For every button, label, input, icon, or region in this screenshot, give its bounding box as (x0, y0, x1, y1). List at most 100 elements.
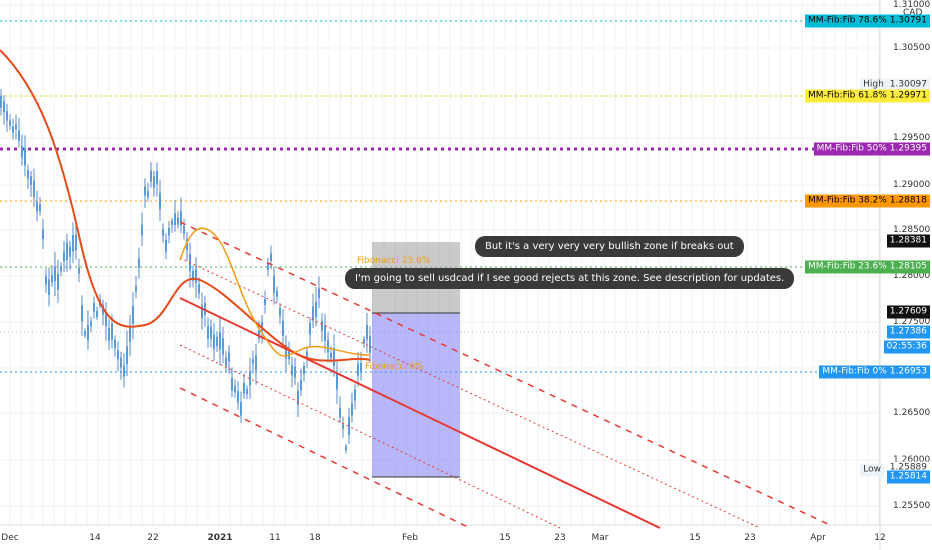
fib-price: 1.29971 (889, 90, 927, 101)
date-tick: 22 (147, 533, 159, 543)
date-tick: 18 (309, 533, 321, 543)
price-tick: 1.25500 (893, 501, 931, 511)
low-label: Low (860, 463, 884, 477)
candle-body (291, 365, 293, 376)
candle-body (354, 389, 356, 401)
candle-body (78, 267, 80, 274)
target-badge: 1.28381 (886, 234, 930, 248)
candle-body (366, 324, 368, 340)
candle-body (225, 357, 227, 367)
fib-name: MM-Fib:Fib 78.6% (808, 15, 887, 26)
fib-price: 1.29395 (889, 143, 927, 154)
countdown-badge: 02:55:36 (883, 340, 930, 354)
candle-body (138, 258, 140, 268)
candle-body (357, 363, 359, 376)
candle-body (195, 268, 197, 284)
candle-body (66, 242, 68, 261)
fib-badge: MM-Fib:Fib 78.6% 1.30791 (805, 14, 930, 28)
candle-body (132, 305, 134, 324)
fib-badge: MM-Fib:Fib 38.2% 1.28818 (805, 194, 930, 208)
candle-body (249, 371, 251, 386)
candle-body (75, 234, 77, 251)
candle-body (258, 330, 260, 339)
price-tick: 1.30500 (893, 43, 931, 53)
candle-body (30, 176, 32, 185)
candle-body (54, 266, 56, 282)
currency-label: CAD (903, 8, 923, 18)
price-tick: 1.28500 (893, 225, 931, 235)
candle-body (339, 407, 341, 418)
candle-body (159, 192, 161, 210)
price-tick: 1.27500 (893, 317, 931, 327)
candle-body (228, 352, 230, 362)
candle-body (153, 176, 155, 188)
candle-body (0, 95, 2, 108)
candle-body (333, 348, 335, 366)
candle-body (123, 365, 125, 377)
fib-name: MM-Fib:Fib 0% (822, 366, 887, 377)
fib-badge: MM-Fib:Fib 50% 1.29395 (813, 142, 930, 156)
candle-body (327, 339, 329, 353)
fib-name: MM-Fib:Fib 50% (816, 143, 887, 154)
candle-body (3, 101, 5, 113)
candle-body (279, 307, 281, 317)
candle-body (273, 275, 275, 294)
candle-body (237, 391, 239, 403)
candle-body (369, 336, 371, 353)
candle-body (309, 323, 311, 335)
candle-body (135, 286, 137, 292)
candle-body (141, 224, 143, 236)
candle-body (147, 191, 149, 198)
fib-name: MM-Fib:Fib 61.8% (808, 90, 887, 101)
candle-body (198, 284, 200, 294)
fib-name: MM-Fib:Fib 23.6% (808, 261, 887, 272)
candle-body (27, 169, 29, 179)
candle-body (222, 338, 224, 355)
fib-badge: MM-Fib:Fib 61.8% 1.29971 (805, 89, 930, 103)
candle-body (234, 386, 236, 393)
price-tick: 1.31000 (893, 0, 931, 10)
candle-body (246, 388, 248, 395)
price-tick: 1.26500 (893, 408, 931, 418)
candle-body (210, 326, 212, 339)
candle-body (183, 225, 185, 234)
fib-price: 1.30791 (889, 15, 927, 26)
candle-body (150, 170, 152, 182)
candle-body (51, 274, 53, 283)
candle-body (315, 301, 317, 317)
candle-body (108, 327, 110, 341)
candle-body (69, 246, 71, 257)
fib-badge: MM-Fib:Fib 23.6% 1.28105 (805, 260, 930, 274)
high-badge: High 1.30097 (860, 78, 930, 92)
candle-body (285, 345, 287, 359)
candle-body (252, 359, 254, 364)
candle-body (282, 320, 284, 336)
date-tick: 15 (499, 533, 511, 543)
candle-body (201, 305, 203, 319)
date-tick: Mar (591, 533, 609, 543)
candle-body (321, 321, 323, 331)
fib-price: 1.26953 (889, 366, 927, 377)
candle-body (177, 217, 179, 225)
date-tick: Dec (1, 533, 19, 543)
candle-body (48, 279, 50, 295)
annotation: I'm going to sell usdcad if I see good r… (345, 268, 795, 289)
candle-body (9, 120, 11, 126)
candle-body (174, 213, 176, 225)
candle-body (306, 351, 308, 360)
date-tick: 2021 (207, 533, 233, 543)
high-label: High (863, 79, 884, 90)
candle-body (213, 334, 215, 350)
candle-body (312, 306, 314, 321)
fib-price: 1.28818 (889, 195, 927, 206)
candle-body (363, 338, 365, 344)
channel-line (179, 297, 661, 529)
candle-body (270, 253, 272, 261)
candle-body (324, 325, 326, 341)
candle-body (231, 377, 233, 391)
fib-label: Fibonacci 0% (365, 362, 424, 372)
candle-body (81, 305, 83, 322)
price-tick: 1.29500 (893, 133, 931, 143)
candle-body (6, 110, 8, 121)
